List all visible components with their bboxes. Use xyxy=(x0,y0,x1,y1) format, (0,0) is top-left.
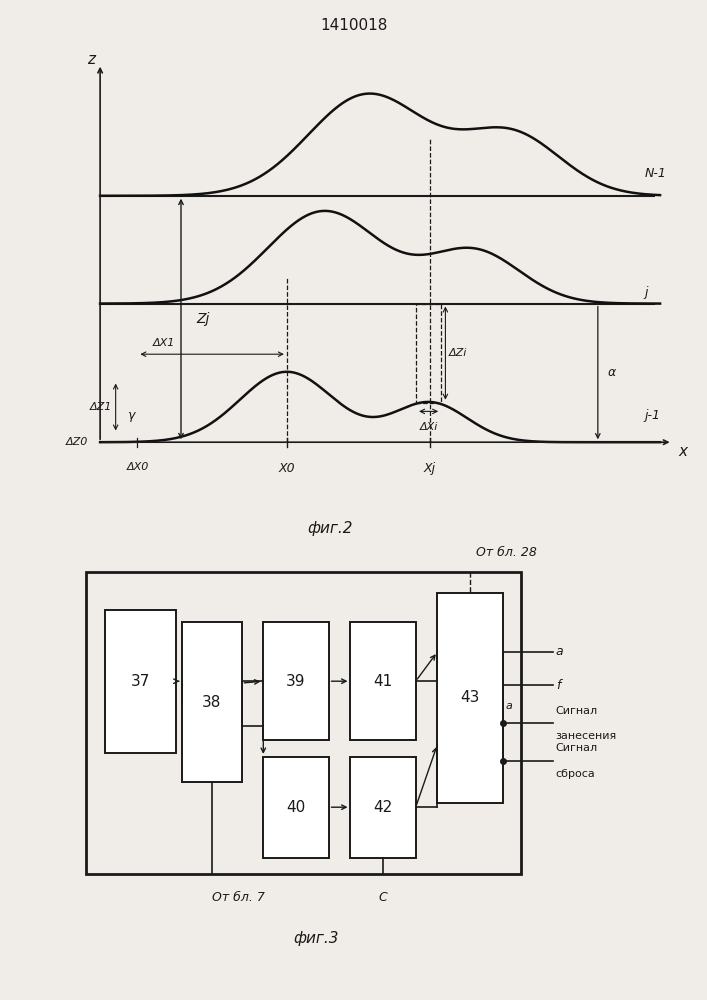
Text: α: α xyxy=(607,366,615,379)
Text: C: C xyxy=(379,891,387,904)
Text: 1410018: 1410018 xyxy=(320,17,387,32)
Text: ΔZ1: ΔZ1 xyxy=(90,402,112,412)
Text: a: a xyxy=(556,645,563,658)
Text: Zj: Zj xyxy=(197,312,210,326)
Text: Сигнал: Сигнал xyxy=(556,706,598,716)
Text: 39: 39 xyxy=(286,674,305,689)
Bar xyxy=(438,593,503,803)
Text: сброса: сброса xyxy=(556,769,595,779)
Text: X0: X0 xyxy=(279,462,295,475)
Text: 40: 40 xyxy=(286,800,305,815)
Text: ΔXi: ΔXi xyxy=(419,422,438,432)
Text: γ: γ xyxy=(127,409,134,422)
Text: x: x xyxy=(679,444,688,458)
Text: j-1: j-1 xyxy=(645,409,660,422)
Bar xyxy=(86,572,522,874)
Text: Xj: Xj xyxy=(423,462,436,475)
Text: ΔX1: ΔX1 xyxy=(153,338,175,348)
Bar xyxy=(263,757,329,858)
Text: 41: 41 xyxy=(373,674,392,689)
Text: От бл. 28: От бл. 28 xyxy=(477,546,537,559)
Text: 43: 43 xyxy=(460,690,480,706)
Text: 38: 38 xyxy=(202,695,222,710)
Text: N-1: N-1 xyxy=(645,167,667,180)
Text: занесения: занесения xyxy=(556,731,617,741)
Text: фиг.3: фиг.3 xyxy=(293,931,339,946)
Text: фиг.2: фиг.2 xyxy=(308,521,353,536)
Text: ΔX0: ΔX0 xyxy=(127,462,148,472)
Text: 42: 42 xyxy=(373,800,392,815)
Text: Сигнал: Сигнал xyxy=(556,743,598,753)
Text: a: a xyxy=(506,701,513,711)
Bar xyxy=(263,622,329,740)
Text: j: j xyxy=(645,286,648,299)
Bar xyxy=(182,622,242,782)
Text: От бл. 7: От бл. 7 xyxy=(212,891,265,904)
Text: f: f xyxy=(556,679,560,692)
Text: z: z xyxy=(87,52,95,67)
Bar xyxy=(351,622,416,740)
Text: ΔZi: ΔZi xyxy=(448,348,467,358)
Text: ΔZ0: ΔZ0 xyxy=(65,437,88,447)
Bar xyxy=(105,610,176,753)
Text: 37: 37 xyxy=(131,674,150,689)
Bar xyxy=(351,757,416,858)
